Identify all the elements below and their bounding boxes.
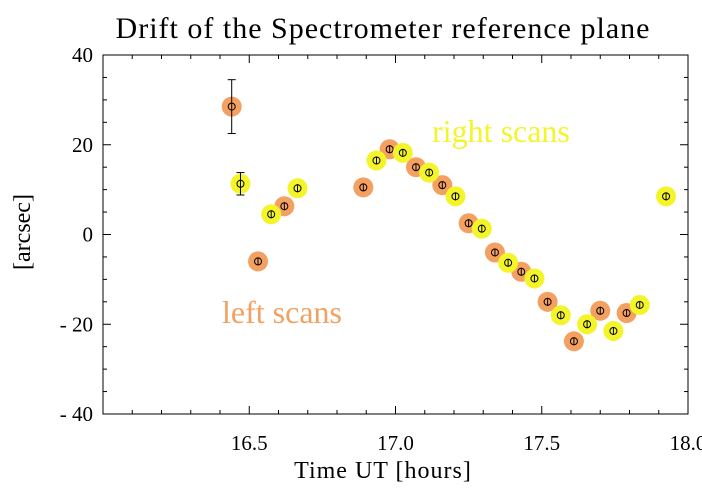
right-scan-point: [419, 162, 440, 183]
y-tick-label: 0: [83, 223, 94, 247]
right-scan-point: [629, 294, 650, 315]
left-scan-point: [221, 79, 242, 135]
right-scan-point: [471, 218, 492, 239]
left-scan-point: [248, 251, 269, 272]
x-tick-label: 16.5: [231, 431, 268, 455]
left-scan-point: [432, 175, 453, 196]
y-tick-label: 20: [72, 133, 93, 157]
x-tick-label: 18.0: [670, 431, 702, 455]
right-scan-point: [656, 186, 677, 207]
right-scan-point: [498, 252, 519, 273]
right-scan-point: [261, 204, 282, 225]
y-tick-label: - 20: [60, 312, 93, 336]
right-scan-point: [392, 142, 413, 163]
chart-title: Drift of the Spectrometer reference plan…: [116, 12, 651, 45]
axis-ticks: 16.5 17.0 17.5 18.0 40 20 0 - 20 - 40: [60, 43, 702, 455]
y-tick-label: - 40: [60, 402, 93, 426]
right-scan-point: [445, 186, 466, 207]
right-scan-point: [287, 178, 308, 199]
plot-frame: [102, 54, 689, 415]
right-scan-point: [603, 320, 624, 341]
x-axis-label: Time UT [hours]: [294, 458, 472, 484]
x-tick-label: 17.5: [523, 431, 560, 455]
y-tick-label: 40: [72, 43, 93, 67]
left-scan-point: [353, 177, 374, 198]
left-scan-point: [590, 300, 611, 321]
right-scan-point: [230, 172, 251, 196]
right-scan-point: [550, 305, 571, 326]
data-points: [221, 79, 677, 352]
x-tick-label: 17.0: [377, 431, 414, 455]
right-scan-point: [577, 314, 598, 335]
right-scan-point: [524, 268, 545, 289]
right-scan-point: [366, 150, 387, 171]
left-scans-label: left scans: [222, 294, 342, 330]
left-scan-point: [563, 331, 584, 352]
left-scan-point: [537, 291, 558, 312]
right-scans-label: right scans: [432, 113, 570, 149]
y-axis-label: [arcsec]: [10, 194, 36, 270]
